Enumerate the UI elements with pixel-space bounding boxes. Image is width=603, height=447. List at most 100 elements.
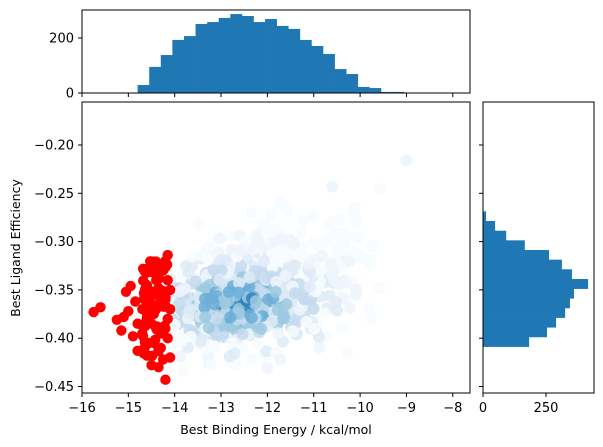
density-point xyxy=(213,273,226,286)
density-point xyxy=(233,277,246,289)
selected-point xyxy=(123,306,134,317)
top-histogram-x-ticks xyxy=(81,93,454,97)
density-point xyxy=(293,303,306,316)
selected-point xyxy=(138,321,149,333)
density-point xyxy=(335,322,348,335)
density-point xyxy=(374,183,387,196)
x-tick-label: 250 xyxy=(534,401,559,416)
selected-point xyxy=(151,324,163,335)
density-point xyxy=(329,227,342,240)
density-point xyxy=(253,236,266,249)
x-tick-label: −9 xyxy=(397,401,416,416)
main-scatter-plot: −16 −15 −14 −13 −12 −11 −10 −9 −8 −0.20 −0.25 −0.3… xyxy=(8,101,471,437)
histogram-bar xyxy=(483,259,562,270)
density-point xyxy=(350,217,363,230)
density-point xyxy=(246,352,259,365)
histogram-bar xyxy=(218,17,231,94)
density-point xyxy=(324,216,337,229)
histogram-bar xyxy=(369,88,382,93)
histogram-bar xyxy=(483,336,530,347)
density-point xyxy=(289,259,302,272)
density-point xyxy=(215,264,228,277)
density-point xyxy=(245,311,258,324)
histogram-bar xyxy=(357,86,370,93)
histogram-bar xyxy=(276,25,289,93)
density-point xyxy=(222,286,235,298)
selected-point xyxy=(148,266,160,277)
selected-point xyxy=(160,374,171,385)
density-point xyxy=(295,225,308,238)
histogram-bar xyxy=(483,211,487,222)
selected-point xyxy=(141,303,152,314)
histogram-bar xyxy=(334,69,347,94)
histogram-bar xyxy=(230,14,243,93)
density-point xyxy=(296,213,309,226)
density-point xyxy=(182,266,195,279)
density-point xyxy=(332,278,345,290)
density-point xyxy=(213,232,226,245)
histogram-bar xyxy=(241,16,254,93)
density-point xyxy=(280,298,293,311)
histogram-bar xyxy=(160,55,173,93)
density-point xyxy=(260,225,273,238)
y-axis-label: Best Ligand Efficiency xyxy=(8,179,23,317)
density-point xyxy=(362,302,375,315)
selected-point xyxy=(159,259,171,271)
density-point xyxy=(350,283,363,296)
y-tick-label: −0.20 xyxy=(34,139,74,154)
histogram-bar xyxy=(392,91,405,93)
density-point xyxy=(365,312,378,325)
x-tick-label: −13 xyxy=(207,401,234,416)
top-histogram-bars xyxy=(137,14,405,94)
histogram-bar xyxy=(299,39,312,93)
selected-point xyxy=(149,337,160,349)
histogram-bar xyxy=(183,36,196,93)
density-point xyxy=(274,353,287,366)
x-axis-label: Best Binding Energy / kcal/mol xyxy=(180,422,372,437)
top-histogram: 0 200 xyxy=(49,9,471,102)
density-point xyxy=(210,312,223,325)
y-tick-label: −0.45 xyxy=(34,380,74,395)
density-point xyxy=(249,295,262,308)
density-point xyxy=(174,285,186,298)
density-point xyxy=(307,210,320,223)
selected-point xyxy=(95,302,106,313)
y-tick-label: −0.25 xyxy=(34,187,74,202)
density-point xyxy=(287,236,300,249)
density-point xyxy=(298,293,311,306)
density-point xyxy=(271,304,284,316)
density-point xyxy=(260,345,273,358)
selected-point xyxy=(164,352,176,363)
density-point xyxy=(189,275,202,288)
density-point xyxy=(400,154,413,167)
density-point xyxy=(203,241,216,254)
histogram-bar xyxy=(195,23,208,93)
histogram-bar xyxy=(380,91,393,93)
density-point xyxy=(269,222,282,235)
density-point xyxy=(340,230,353,243)
density-point xyxy=(184,330,197,343)
right-histogram-y-ticks xyxy=(479,144,483,387)
histogram-bar xyxy=(172,39,185,93)
histogram-bar xyxy=(323,53,335,93)
right-histogram-bars xyxy=(483,211,589,347)
selected-point xyxy=(130,296,141,307)
histogram-bar xyxy=(483,307,566,318)
density-point xyxy=(363,254,376,267)
density-point xyxy=(232,286,245,299)
density-point xyxy=(224,311,237,324)
density-point xyxy=(326,180,339,193)
density-point xyxy=(261,361,274,374)
density-point xyxy=(184,303,197,316)
density-point xyxy=(308,323,321,335)
histogram-bar xyxy=(483,288,574,299)
selected-point xyxy=(116,325,127,336)
y-tick-label: −0.40 xyxy=(34,332,74,347)
density-point xyxy=(228,347,241,360)
density-point xyxy=(331,304,344,317)
histogram-bar xyxy=(288,28,301,94)
selected-point xyxy=(147,350,158,361)
density-point xyxy=(352,248,365,261)
density-point xyxy=(343,254,356,267)
